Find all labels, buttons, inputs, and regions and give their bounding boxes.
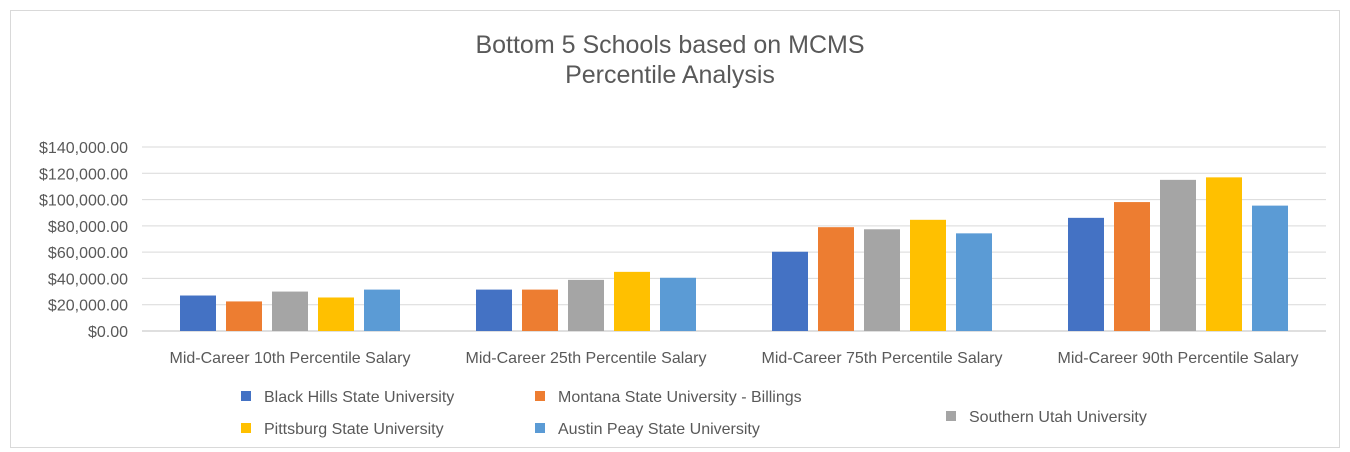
bar [364, 289, 400, 331]
chart-title-line: Percentile Analysis [565, 61, 775, 89]
legend-label: Montana State University - Billings [558, 389, 802, 406]
bar [318, 297, 354, 331]
y-tick-label: $0.00 [88, 324, 128, 341]
x-category-label: Mid-Career 25th Percentile Salary [466, 350, 707, 367]
legend-label: Black Hills State University [264, 389, 454, 406]
bar [272, 291, 308, 331]
legend-swatch [241, 391, 251, 401]
bar [956, 233, 992, 331]
y-tick-label: $40,000.00 [48, 271, 128, 288]
x-category-label: Mid-Career 10th Percentile Salary [170, 350, 411, 367]
legend-swatch [535, 423, 545, 433]
y-tick-label: $60,000.00 [48, 245, 128, 262]
bar [568, 279, 604, 331]
bar [1252, 205, 1288, 331]
bar [522, 289, 558, 331]
bar [818, 227, 854, 331]
bar [910, 219, 946, 331]
chart-title-line: Bottom 5 Schools based on MCMS [475, 31, 864, 59]
x-category-label: Mid-Career 75th Percentile Salary [762, 350, 1003, 367]
bar [476, 289, 512, 331]
bar [660, 277, 696, 331]
bar [1160, 179, 1196, 331]
x-category-label: Mid-Career 90th Percentile Salary [1058, 350, 1299, 367]
bar [772, 251, 808, 331]
y-tick-label: $100,000.00 [39, 193, 128, 210]
legend-label: Southern Utah University [969, 409, 1147, 426]
y-tick-label: $20,000.00 [48, 298, 128, 315]
y-tick-label: $120,000.00 [39, 166, 128, 183]
chart-frame [10, 10, 1340, 448]
bar [864, 229, 900, 331]
bar [1068, 217, 1104, 331]
bar [1114, 202, 1150, 331]
legend-swatch [241, 423, 251, 433]
y-tick-label: $140,000.00 [39, 140, 128, 157]
y-tick-label: $80,000.00 [48, 219, 128, 236]
legend-swatch [535, 391, 545, 401]
bar [180, 295, 216, 331]
bar [226, 301, 262, 331]
bar [614, 271, 650, 331]
legend-label: Austin Peay State University [558, 421, 760, 438]
bar [1206, 177, 1242, 331]
legend-swatch [946, 411, 956, 421]
legend-label: Pittsburg State University [264, 421, 444, 438]
